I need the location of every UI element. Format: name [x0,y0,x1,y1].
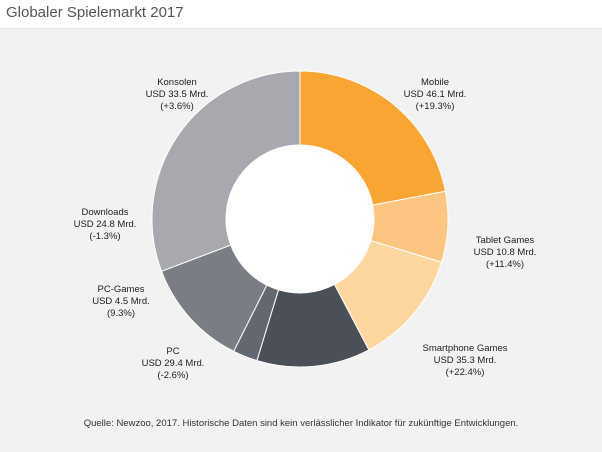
page-title: Globaler Spielemarkt 2017 [6,4,184,21]
label-smartphone-value: USD 35.3 Mrd. [433,355,497,366]
label-downloads-change: (-1.3%) [89,231,121,242]
label-konsolen-name: Konsolen [157,77,197,88]
label-smartphone-name: Smartphone Games [422,343,508,354]
label-konsolen: Konsolen USD 33.5 Mrd. (+3.6%) [122,77,232,113]
label-pc-value: USD 29.4 Mrd. [141,358,205,369]
label-konsolen-change: (+3.6%) [160,101,194,112]
label-pc-name: PC [166,346,180,357]
chart-panel: Konsolen USD 33.5 Mrd. (+3.6%) Mobile US… [0,28,602,452]
label-mobile: Mobile USD 46.1 Mrd. (+19.3%) [380,77,490,113]
label-downloads-name: Downloads [81,207,129,218]
slice-mobile [299,70,446,206]
label-mobile-change: (+19.3%) [415,101,455,112]
label-tablet-games: Tablet Games USD 10.8 Mrd. (+11.4%) [450,235,560,271]
label-mobile-name: Mobile [421,77,449,88]
label-konsolen-value: USD 33.5 Mrd. [145,89,209,100]
donut-hole [226,145,374,293]
label-pc-games: PC-Games USD 4.5 Mrd. (9.3%) [66,284,176,320]
label-tablet-name: Tablet Games [475,235,535,246]
label-smartphone-games: Smartphone Games USD 35.3 Mrd. (+22.4%) [400,343,530,379]
label-downloads: Downloads USD 24.8 Mrd. (-1.3%) [50,207,160,243]
donut-chart [151,70,449,368]
label-tablet-value: USD 10.8 Mrd. [473,247,537,258]
label-smartphone-change: (+22.4%) [445,367,485,378]
source-note: Quelle: Newzoo, 2017. Historische Daten … [83,418,519,429]
label-downloads-value: USD 24.8 Mrd. [73,219,137,230]
label-pc-change: (-2.6%) [157,370,189,381]
label-pcgames-change: (9.3%) [107,308,135,319]
label-pcgames-name: PC-Games [97,284,145,295]
label-mobile-value: USD 46.1 Mrd. [403,89,467,100]
label-pc: PC USD 29.4 Mrd. (-2.6%) [118,346,228,382]
label-tablet-change: (+11.4%) [485,259,525,270]
label-pcgames-value: USD 4.5 Mrd. [92,296,150,307]
